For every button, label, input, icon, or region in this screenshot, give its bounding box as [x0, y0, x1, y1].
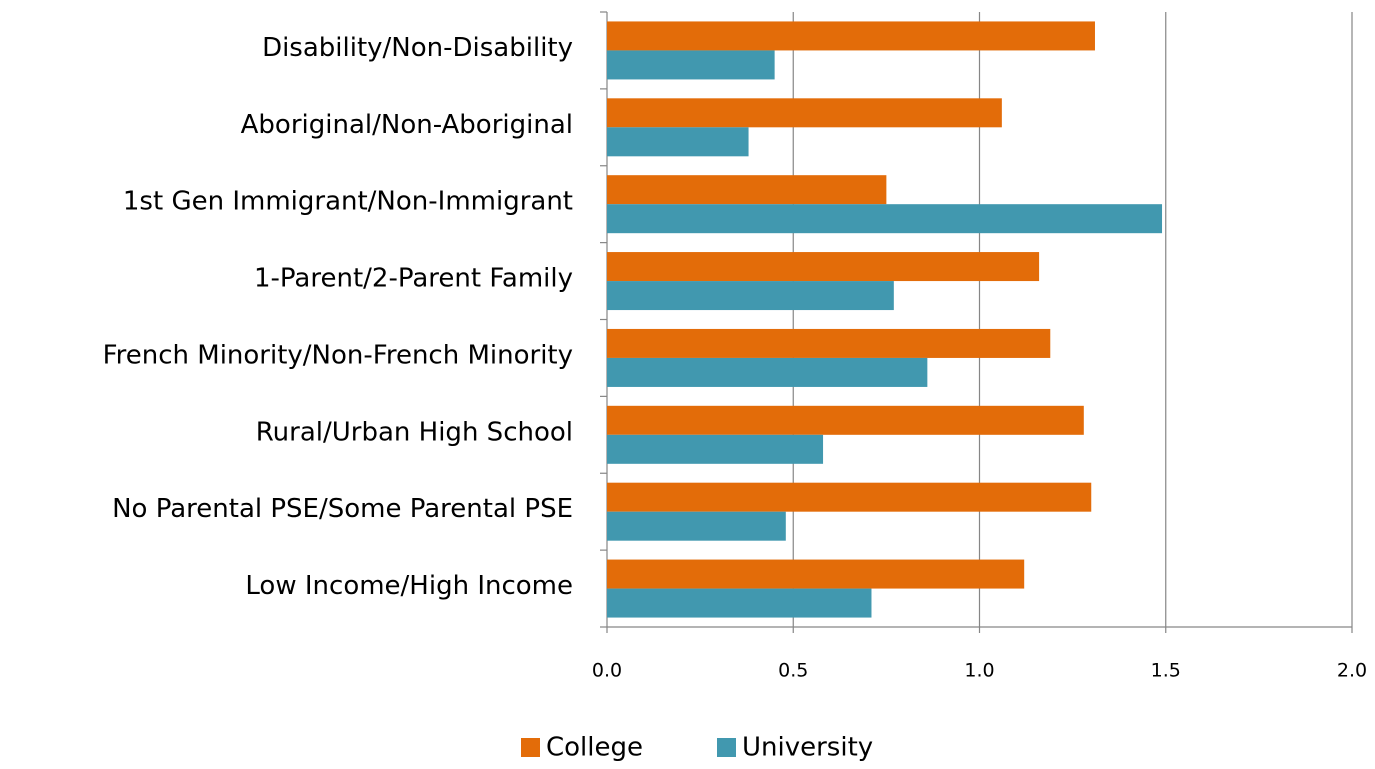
- bar: [607, 405, 1084, 435]
- bar: [607, 252, 1040, 282]
- bar: [607, 588, 872, 618]
- bar: [607, 127, 749, 157]
- x-tick-label: 0.0: [592, 660, 622, 682]
- bar: [607, 482, 1092, 512]
- bar: [607, 98, 1002, 128]
- bar: [607, 50, 775, 80]
- y-tick-label: Disability/Non-Disability: [262, 33, 573, 63]
- bar: [607, 357, 928, 387]
- y-tick-label: 1st Gen Immigrant/Non-Immigrant: [123, 187, 573, 217]
- bar: [607, 175, 887, 205]
- legend-label: College: [546, 733, 643, 763]
- y-tick-label: Aboriginal/Non-Aboriginal: [241, 110, 573, 140]
- bar: [607, 328, 1051, 358]
- x-tick-label: 2.0: [1337, 660, 1367, 682]
- y-tick-label: Low Income/High Income: [245, 571, 573, 601]
- legend-swatch: [521, 738, 540, 757]
- legend-label: University: [742, 733, 873, 763]
- bar: [607, 21, 1095, 51]
- y-tick-label: No Parental PSE/Some Parental PSE: [112, 494, 573, 524]
- y-tick-label: Rural/Urban High School: [256, 417, 573, 447]
- y-tick-label: 1-Parent/2-Parent Family: [254, 264, 573, 294]
- bar: [607, 281, 894, 311]
- x-tick-label: 1.5: [1151, 660, 1181, 682]
- legend-swatch: [717, 738, 736, 757]
- bar: [607, 434, 824, 464]
- bar: [607, 559, 1025, 589]
- x-tick-label: 0.5: [778, 660, 808, 682]
- y-tick-label: French Minority/Non-French Minority: [103, 340, 573, 370]
- bar: [607, 204, 1163, 234]
- bar: [607, 511, 786, 541]
- x-tick-label: 1.0: [964, 660, 994, 682]
